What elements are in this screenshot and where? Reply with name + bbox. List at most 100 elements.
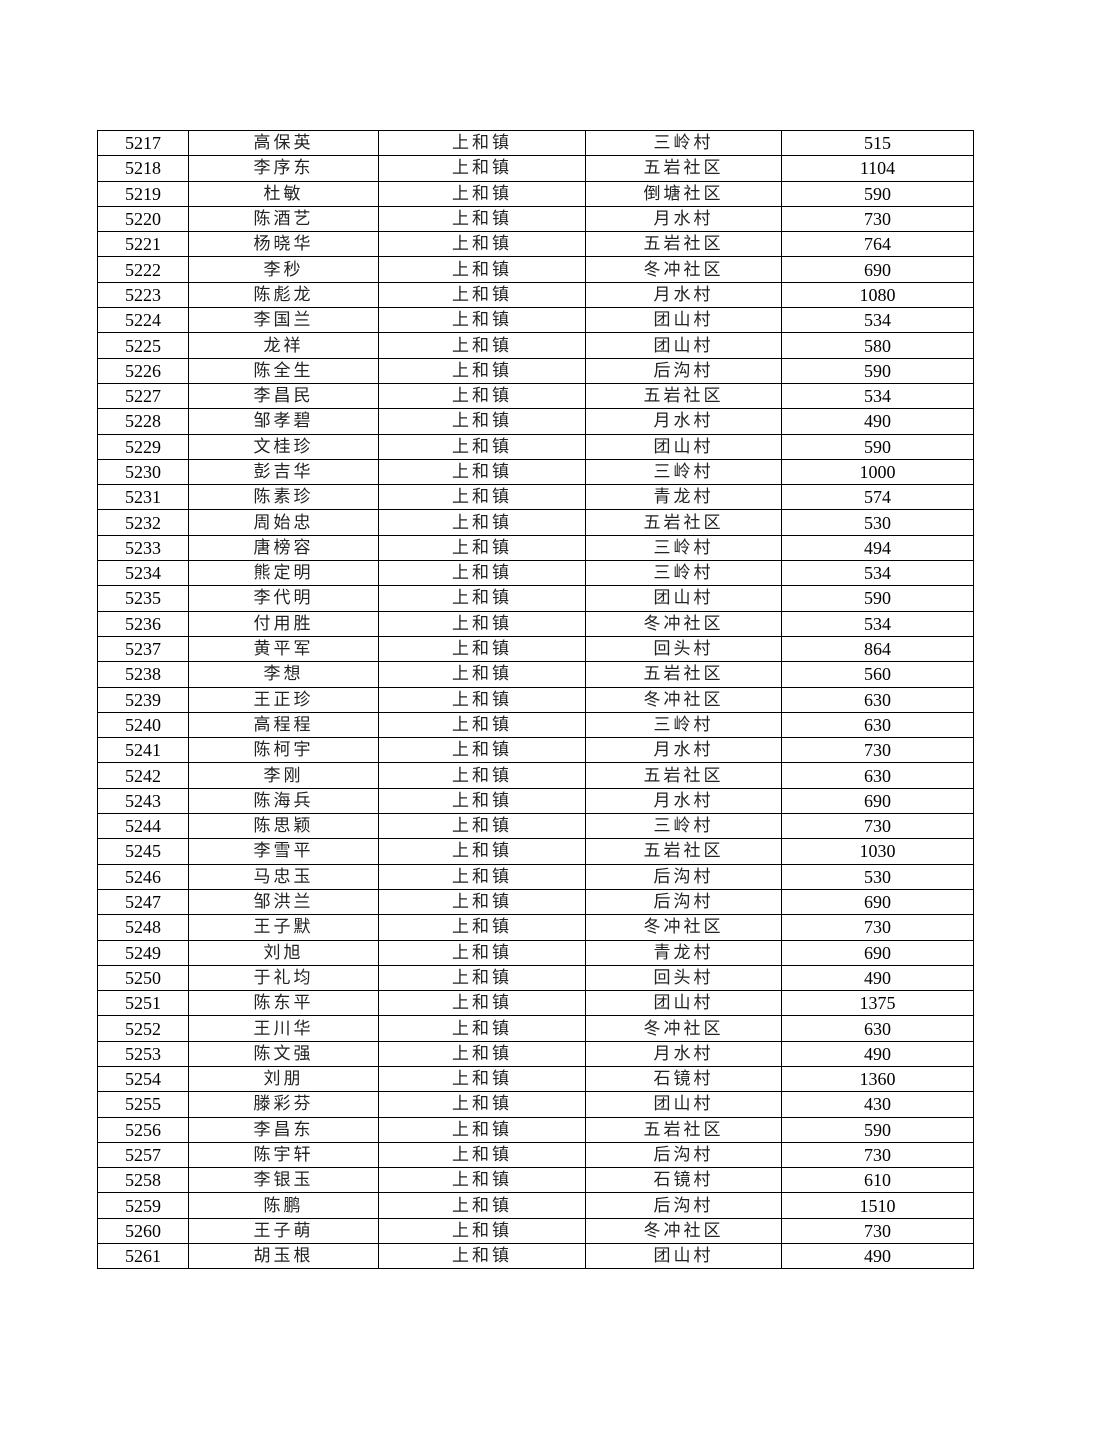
table-row: 5234 熊定明 上和镇 三岭村 534 [97, 560, 974, 587]
name-cell: 李序东 [188, 155, 379, 182]
row-number-cell: 5219 [97, 180, 189, 207]
town-cell: 上和镇 [378, 610, 586, 637]
town-cell: 上和镇 [378, 1167, 586, 1194]
row-number-cell: 5240 [97, 711, 189, 739]
table-row: 5243 陈海兵 上和镇 月水村 690 [97, 787, 974, 815]
amount-cell: 630 [781, 1015, 974, 1042]
table-row: 5224 李国兰 上和镇 团山村 534 [97, 307, 974, 334]
amount-cell: 1030 [781, 838, 974, 865]
name-cell: 黄平军 [188, 635, 379, 663]
name-cell: 李刚 [188, 762, 379, 789]
row-number-cell: 5232 [97, 509, 189, 536]
row-number-cell: 5222 [97, 256, 189, 283]
town-cell: 上和镇 [378, 1015, 586, 1042]
town-cell: 上和镇 [378, 838, 586, 865]
amount-cell: 590 [781, 433, 974, 460]
amount-cell: 764 [781, 231, 974, 258]
town-cell: 上和镇 [378, 458, 586, 486]
name-cell: 熊定明 [188, 560, 379, 587]
row-number-cell: 5247 [97, 888, 189, 916]
amount-cell: 530 [781, 509, 974, 536]
village-cell: 冬冲社区 [585, 1217, 782, 1245]
name-cell: 陈东平 [188, 990, 379, 1017]
row-number-cell: 5220 [97, 205, 189, 233]
amount-cell: 1375 [781, 990, 974, 1017]
village-cell: 五岩社区 [585, 1116, 782, 1143]
amount-cell: 590 [781, 585, 974, 612]
town-cell: 上和镇 [378, 129, 586, 157]
village-cell: 五岩社区 [585, 838, 782, 865]
row-number-cell: 5234 [97, 560, 189, 587]
amount-cell: 730 [781, 205, 974, 233]
name-cell: 陈酒艺 [188, 205, 379, 233]
amount-cell: 1510 [781, 1192, 974, 1219]
name-cell: 王子萌 [188, 1217, 379, 1245]
village-cell: 三岭村 [585, 711, 782, 739]
amount-cell: 630 [781, 711, 974, 739]
town-cell: 上和镇 [378, 990, 586, 1017]
town-cell: 上和镇 [378, 332, 586, 359]
town-cell: 上和镇 [378, 433, 586, 460]
town-cell: 上和镇 [378, 711, 586, 739]
row-number-cell: 5218 [97, 155, 189, 182]
village-cell: 团山村 [585, 332, 782, 359]
amount-cell: 730 [781, 813, 974, 840]
row-number-cell: 5253 [97, 1040, 189, 1067]
name-cell: 邹洪兰 [188, 888, 379, 916]
amount-cell: 1000 [781, 458, 974, 486]
table-row: 5239 王正珍 上和镇 冬冲社区 630 [97, 686, 974, 713]
name-cell: 陈思颖 [188, 813, 379, 840]
table-row: 5261 胡玉根 上和镇 团山村 490 [97, 1243, 974, 1270]
row-number-cell: 5259 [97, 1192, 189, 1219]
name-cell: 陈素珍 [188, 484, 379, 511]
table-row: 5219 杜敏 上和镇 倒塘社区 590 [97, 180, 974, 207]
name-cell: 陈柯宇 [188, 737, 379, 764]
village-cell: 五岩社区 [585, 155, 782, 182]
name-cell: 李雪平 [188, 838, 379, 865]
town-cell: 上和镇 [378, 939, 586, 966]
village-cell: 后沟村 [585, 863, 782, 890]
town-cell: 上和镇 [378, 762, 586, 789]
amount-cell: 530 [781, 863, 974, 890]
amount-cell: 534 [781, 560, 974, 587]
amount-cell: 730 [781, 1141, 974, 1169]
name-cell: 邹孝碧 [188, 408, 379, 435]
town-cell: 上和镇 [378, 863, 586, 890]
village-cell: 五岩社区 [585, 382, 782, 410]
row-number-cell: 5226 [97, 357, 189, 384]
amount-cell: 490 [781, 1040, 974, 1067]
row-number-cell: 5242 [97, 762, 189, 789]
name-cell: 李代明 [188, 585, 379, 612]
town-cell: 上和镇 [378, 1141, 586, 1169]
row-number-cell: 5246 [97, 863, 189, 890]
table-row: 5226 陈全生 上和镇 后沟村 590 [97, 357, 974, 384]
row-number-cell: 5255 [97, 1091, 189, 1118]
name-cell: 刘朋 [188, 1065, 379, 1093]
name-cell: 胡玉根 [188, 1243, 379, 1270]
village-cell: 回头村 [585, 964, 782, 992]
town-cell: 上和镇 [378, 964, 586, 992]
village-cell: 月水村 [585, 205, 782, 233]
village-cell: 冬冲社区 [585, 1015, 782, 1042]
row-number-cell: 5243 [97, 787, 189, 815]
amount-cell: 690 [781, 939, 974, 966]
village-cell: 冬冲社区 [585, 610, 782, 637]
name-cell: 刘旭 [188, 939, 379, 966]
row-number-cell: 5228 [97, 408, 189, 435]
town-cell: 上和镇 [378, 560, 586, 587]
table-row: 5221 杨晓华 上和镇 五岩社区 764 [97, 231, 974, 258]
row-number-cell: 5230 [97, 458, 189, 486]
name-cell: 李国兰 [188, 307, 379, 334]
row-number-cell: 5252 [97, 1015, 189, 1042]
row-number-cell: 5225 [97, 332, 189, 359]
name-cell: 李昌民 [188, 382, 379, 410]
amount-cell: 864 [781, 635, 974, 663]
village-cell: 冬冲社区 [585, 686, 782, 713]
table-row: 5237 黄平军 上和镇 回头村 864 [97, 635, 974, 663]
table-row: 5258 李银玉 上和镇 石镜村 610 [97, 1167, 974, 1194]
name-cell: 陈海兵 [188, 787, 379, 815]
table-row: 5238 李想 上和镇 五岩社区 560 [97, 661, 974, 688]
town-cell: 上和镇 [378, 1192, 586, 1219]
amount-cell: 534 [781, 307, 974, 334]
amount-cell: 494 [781, 534, 974, 562]
